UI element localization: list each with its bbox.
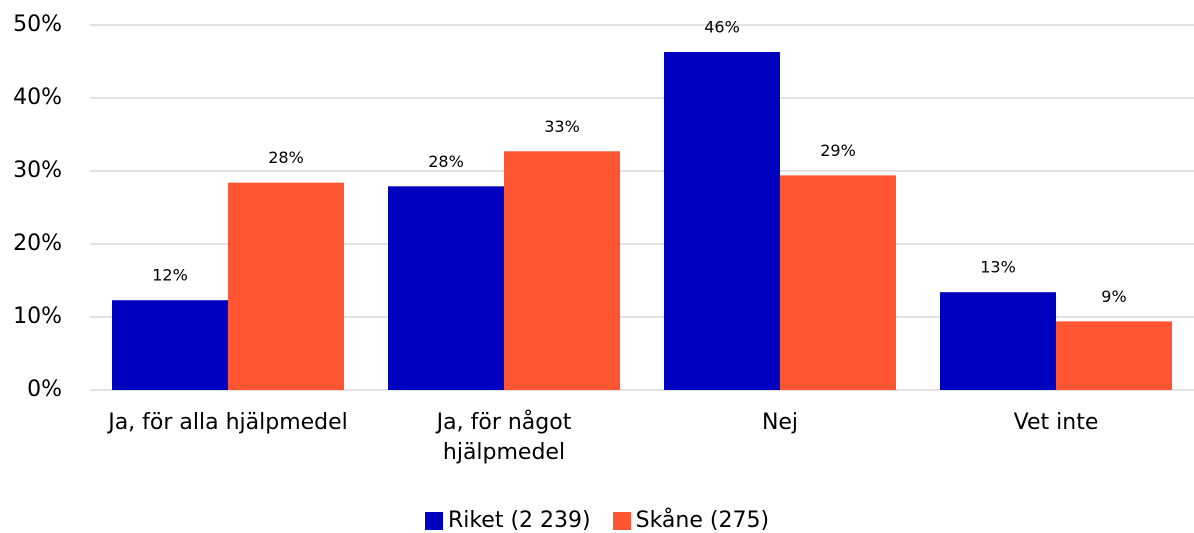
- data-label: 28%: [428, 152, 464, 171]
- data-label: 33%: [544, 117, 580, 136]
- y-tick-label: 20%: [13, 231, 62, 256]
- legend-item: Skåne (275): [612, 508, 770, 533]
- legend-item: Riket (2 239): [424, 508, 591, 533]
- data-label: 46%: [704, 18, 740, 37]
- x-tick-label: Vet inte: [1013, 410, 1099, 435]
- bar: [940, 292, 1056, 390]
- bar: [504, 151, 620, 390]
- data-label: 9%: [1101, 287, 1126, 306]
- x-tick-label: Ja, för något hjälpmedel: [436, 410, 572, 465]
- bar: [664, 52, 780, 390]
- x-tick-label: Nej: [761, 410, 799, 435]
- bar: [112, 300, 228, 390]
- bar: [228, 182, 344, 390]
- legend-swatch: [612, 511, 631, 530]
- x-tick-label: Ja, för alla hjälpmedel: [108, 410, 348, 435]
- legend-swatch: [424, 511, 443, 530]
- legend: Riket (2 239) Skåne (275): [0, 508, 1194, 533]
- y-tick-label: 10%: [13, 304, 62, 329]
- bar: [1056, 321, 1172, 390]
- data-label: 28%: [268, 148, 304, 167]
- y-tick-label: 50%: [13, 12, 62, 37]
- bar: [388, 186, 504, 390]
- bar: [780, 175, 896, 390]
- y-tick-label: 0%: [27, 377, 62, 402]
- legend-label: Skåne (275): [635, 508, 770, 533]
- y-tick-label: 40%: [13, 85, 62, 110]
- legend-label: Riket (2 239): [447, 508, 591, 533]
- data-label: 12%: [152, 266, 188, 285]
- y-tick-label: 30%: [13, 158, 62, 183]
- data-label: 13%: [980, 258, 1016, 277]
- data-label: 29%: [820, 141, 856, 160]
